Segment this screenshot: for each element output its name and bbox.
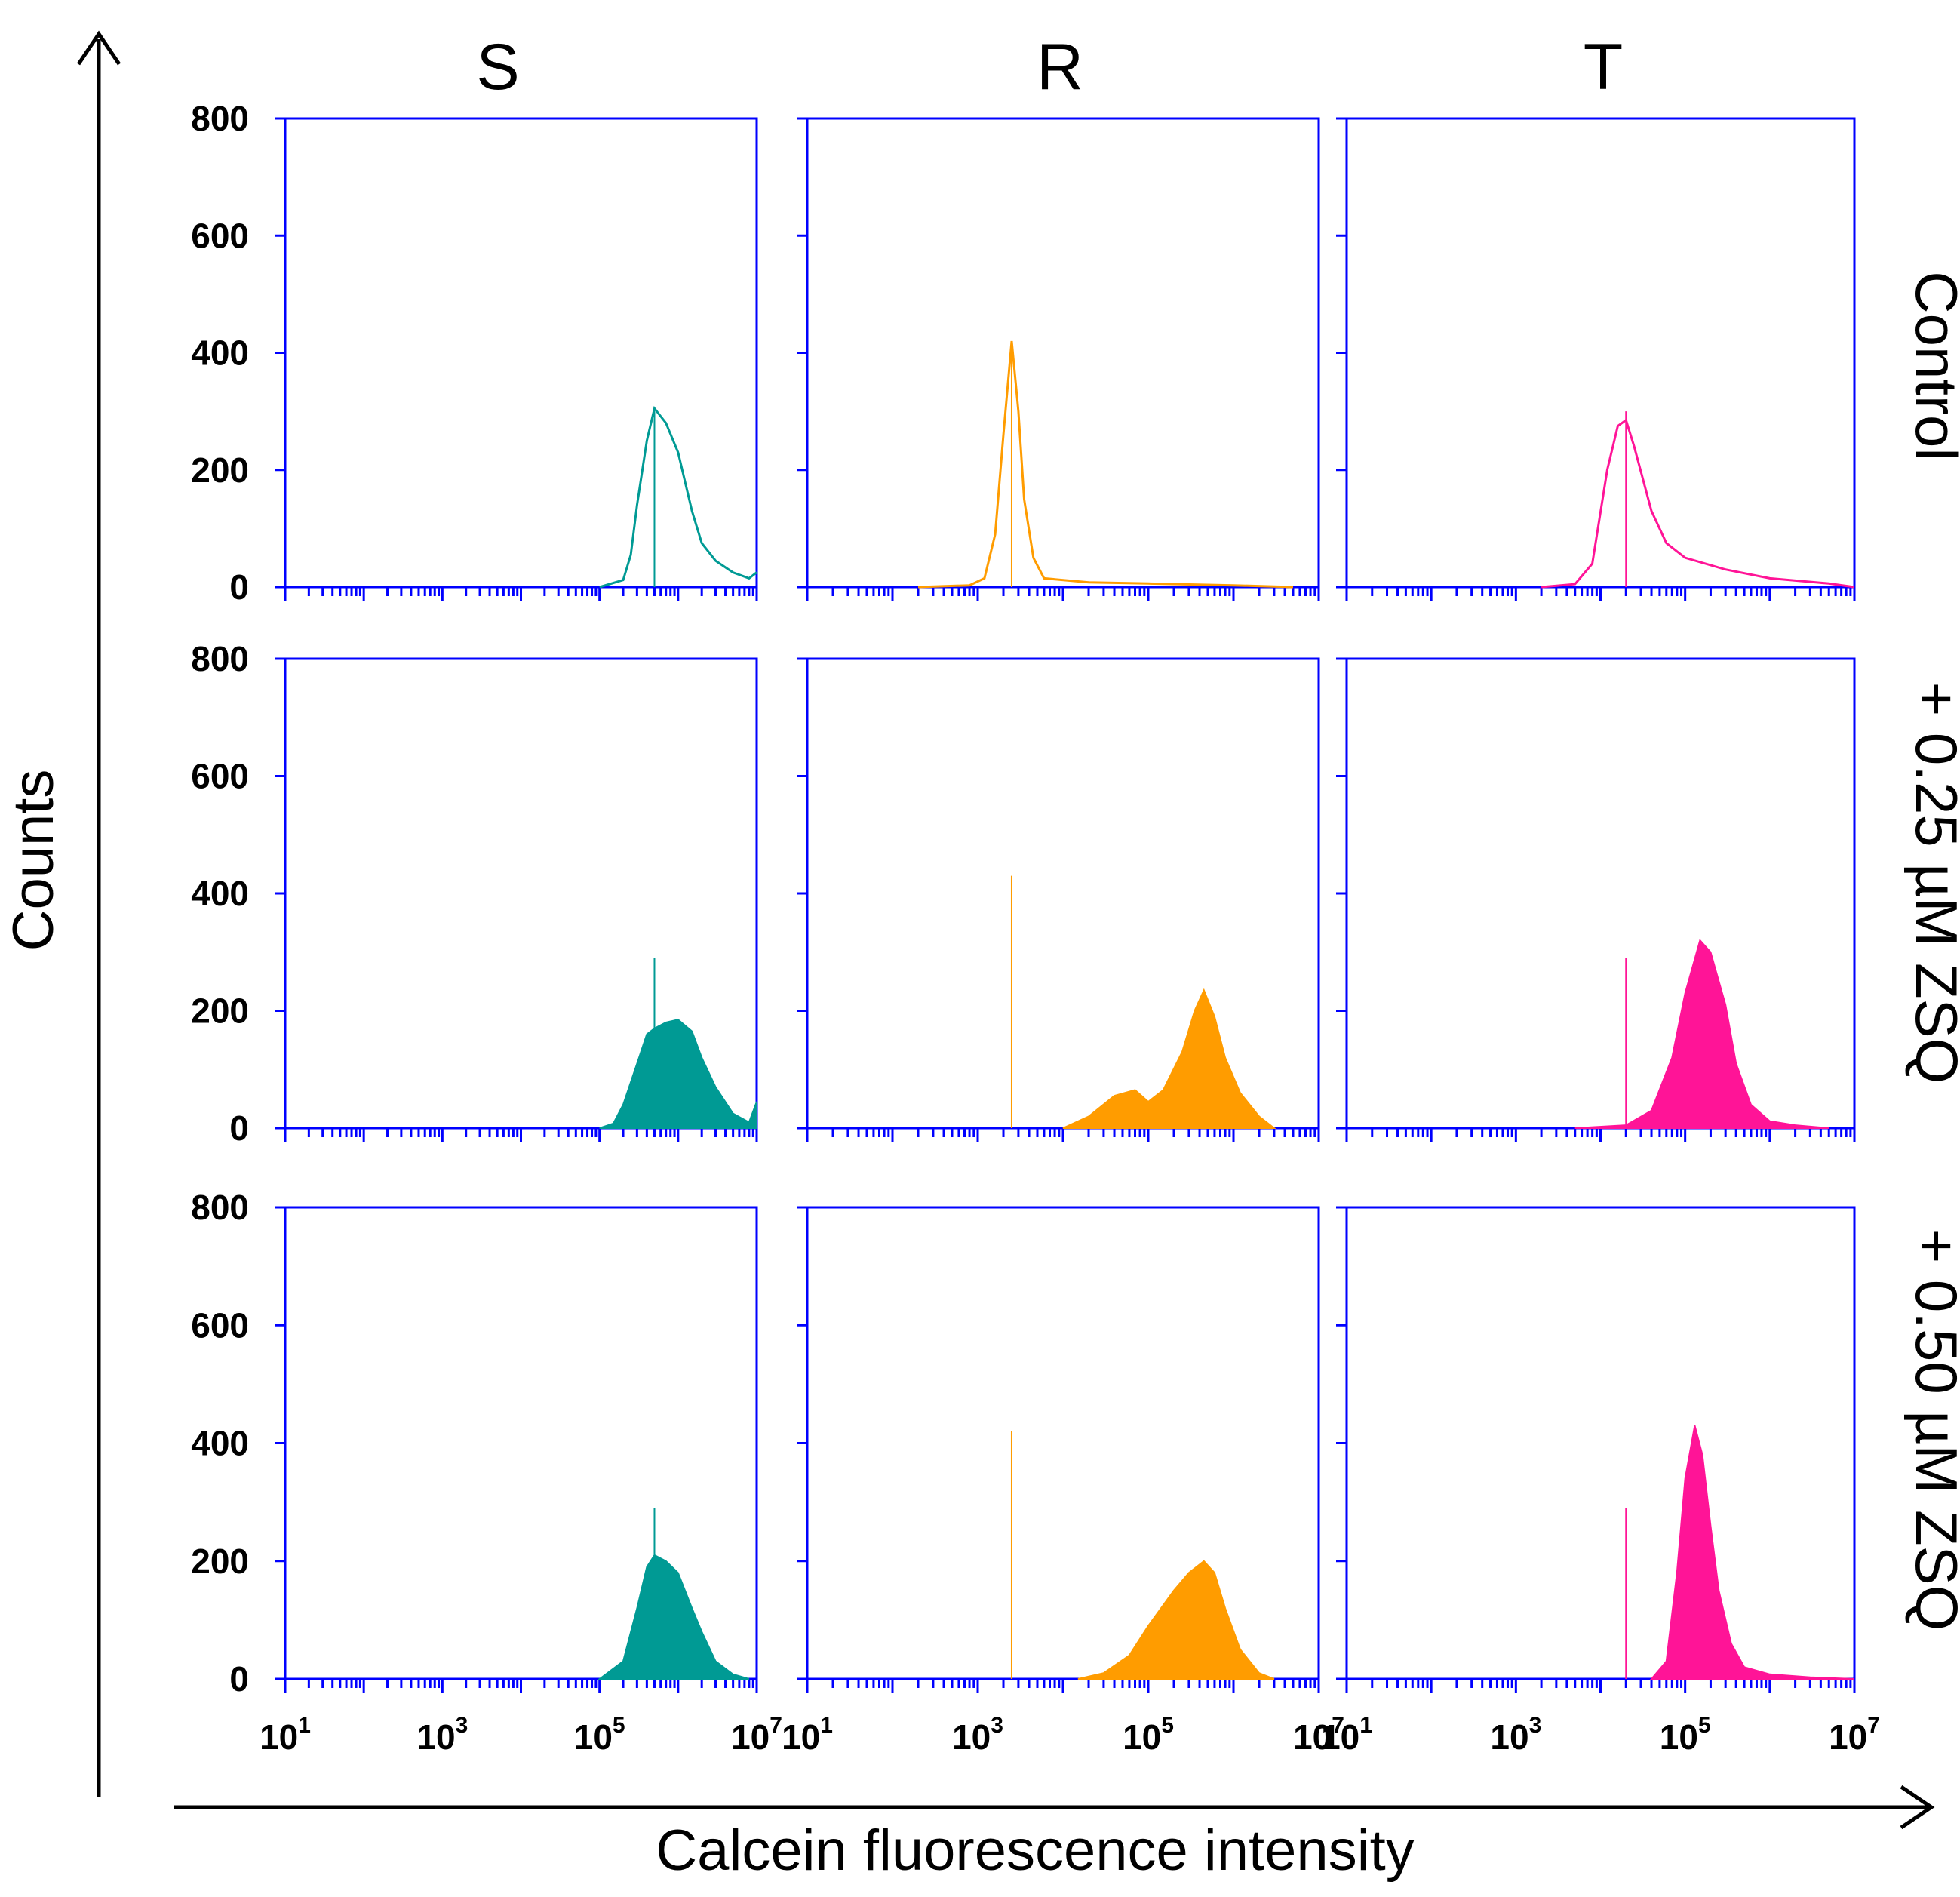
x-tick-label: 107 [731,1713,782,1757]
histogram-s-1 [599,1019,757,1129]
intensity-axis-arrow [174,1785,1935,1830]
x-tick-label: 101 [260,1713,311,1757]
y-tick-label: 200 [191,992,249,1031]
y-tick-label: 800 [191,1188,249,1227]
y-tick-label: 200 [191,450,249,490]
histogram-s-0 [599,405,757,589]
x-axis-title: Calcein fluorescence intensity [656,1819,1414,1883]
panel-t-2 [1336,1206,1856,1693]
counts-axis-arrow [76,30,121,1797]
y-tick-label: 600 [191,216,249,255]
column-title-r: R [1037,31,1083,103]
y-tick-label: 0 [229,1108,249,1148]
histogram-panels [275,117,1856,1693]
panel-r-1 [797,657,1320,1142]
y-tick-label: 0 [229,1659,249,1699]
panel-s-1 [275,657,758,1142]
histogram-s-2 [597,1554,750,1680]
panel-frame [1345,1206,1856,1680]
row-title-zsq-050: + 0.50 µM ZSQ [1903,1229,1960,1631]
column-title-t: T [1584,31,1624,103]
panel-frame [1345,657,1856,1130]
y-tick-label: 600 [191,1305,249,1345]
panel-s-2 [275,1206,758,1693]
y-tick-label: 0 [229,567,249,607]
panel-r-0 [797,117,1320,601]
panel-frame [284,117,758,589]
histogram-r-1 [1062,988,1276,1129]
y-tick-label: 400 [191,334,249,373]
row-title-control: Control [1903,271,1960,460]
x-tick-label: 103 [952,1713,1003,1757]
x-tick-label: 103 [416,1713,468,1757]
y-tick-label: 800 [191,639,249,678]
panel-frame [806,657,1320,1130]
histogram-t-0 [1541,418,1855,589]
x-tick-label: 101 [1321,1713,1372,1757]
panel-t-1 [1336,657,1856,1142]
histogram-r-2 [1077,1560,1275,1680]
x-tick-label: 101 [782,1713,833,1757]
histogram-t-2 [1649,1425,1855,1680]
panel-s-0 [275,117,758,601]
row-title-zsq-025: + 0.25 µM ZSQ [1903,682,1960,1084]
x-tick-label: 105 [1660,1713,1711,1757]
x-tick-label: 107 [1293,1713,1344,1757]
y-axis-title: Counts [2,770,66,952]
x-tick-label: 105 [1123,1713,1174,1757]
histogram-r-0 [917,340,1294,589]
column-title-s: S [476,31,519,103]
panel-t-0 [1336,117,1856,601]
panel-r-2 [797,1206,1320,1693]
y-tick-label: 200 [191,1542,249,1581]
x-tick-label: 103 [1490,1713,1541,1757]
y-tick-label: 800 [191,99,249,138]
x-tick-label: 105 [574,1713,625,1757]
x-tick-label: 107 [1829,1713,1880,1757]
y-tick-label: 600 [191,757,249,796]
panel-frame [806,1206,1320,1680]
y-tick-label: 400 [191,874,249,913]
histogram-t-1 [1574,939,1829,1129]
y-tick-label: 400 [191,1424,249,1463]
y-tick-labels: 0 200 400 600 800 0 200 400 600 800 0 200 400 600 800 [191,99,249,1699]
panel-frame [806,117,1320,589]
